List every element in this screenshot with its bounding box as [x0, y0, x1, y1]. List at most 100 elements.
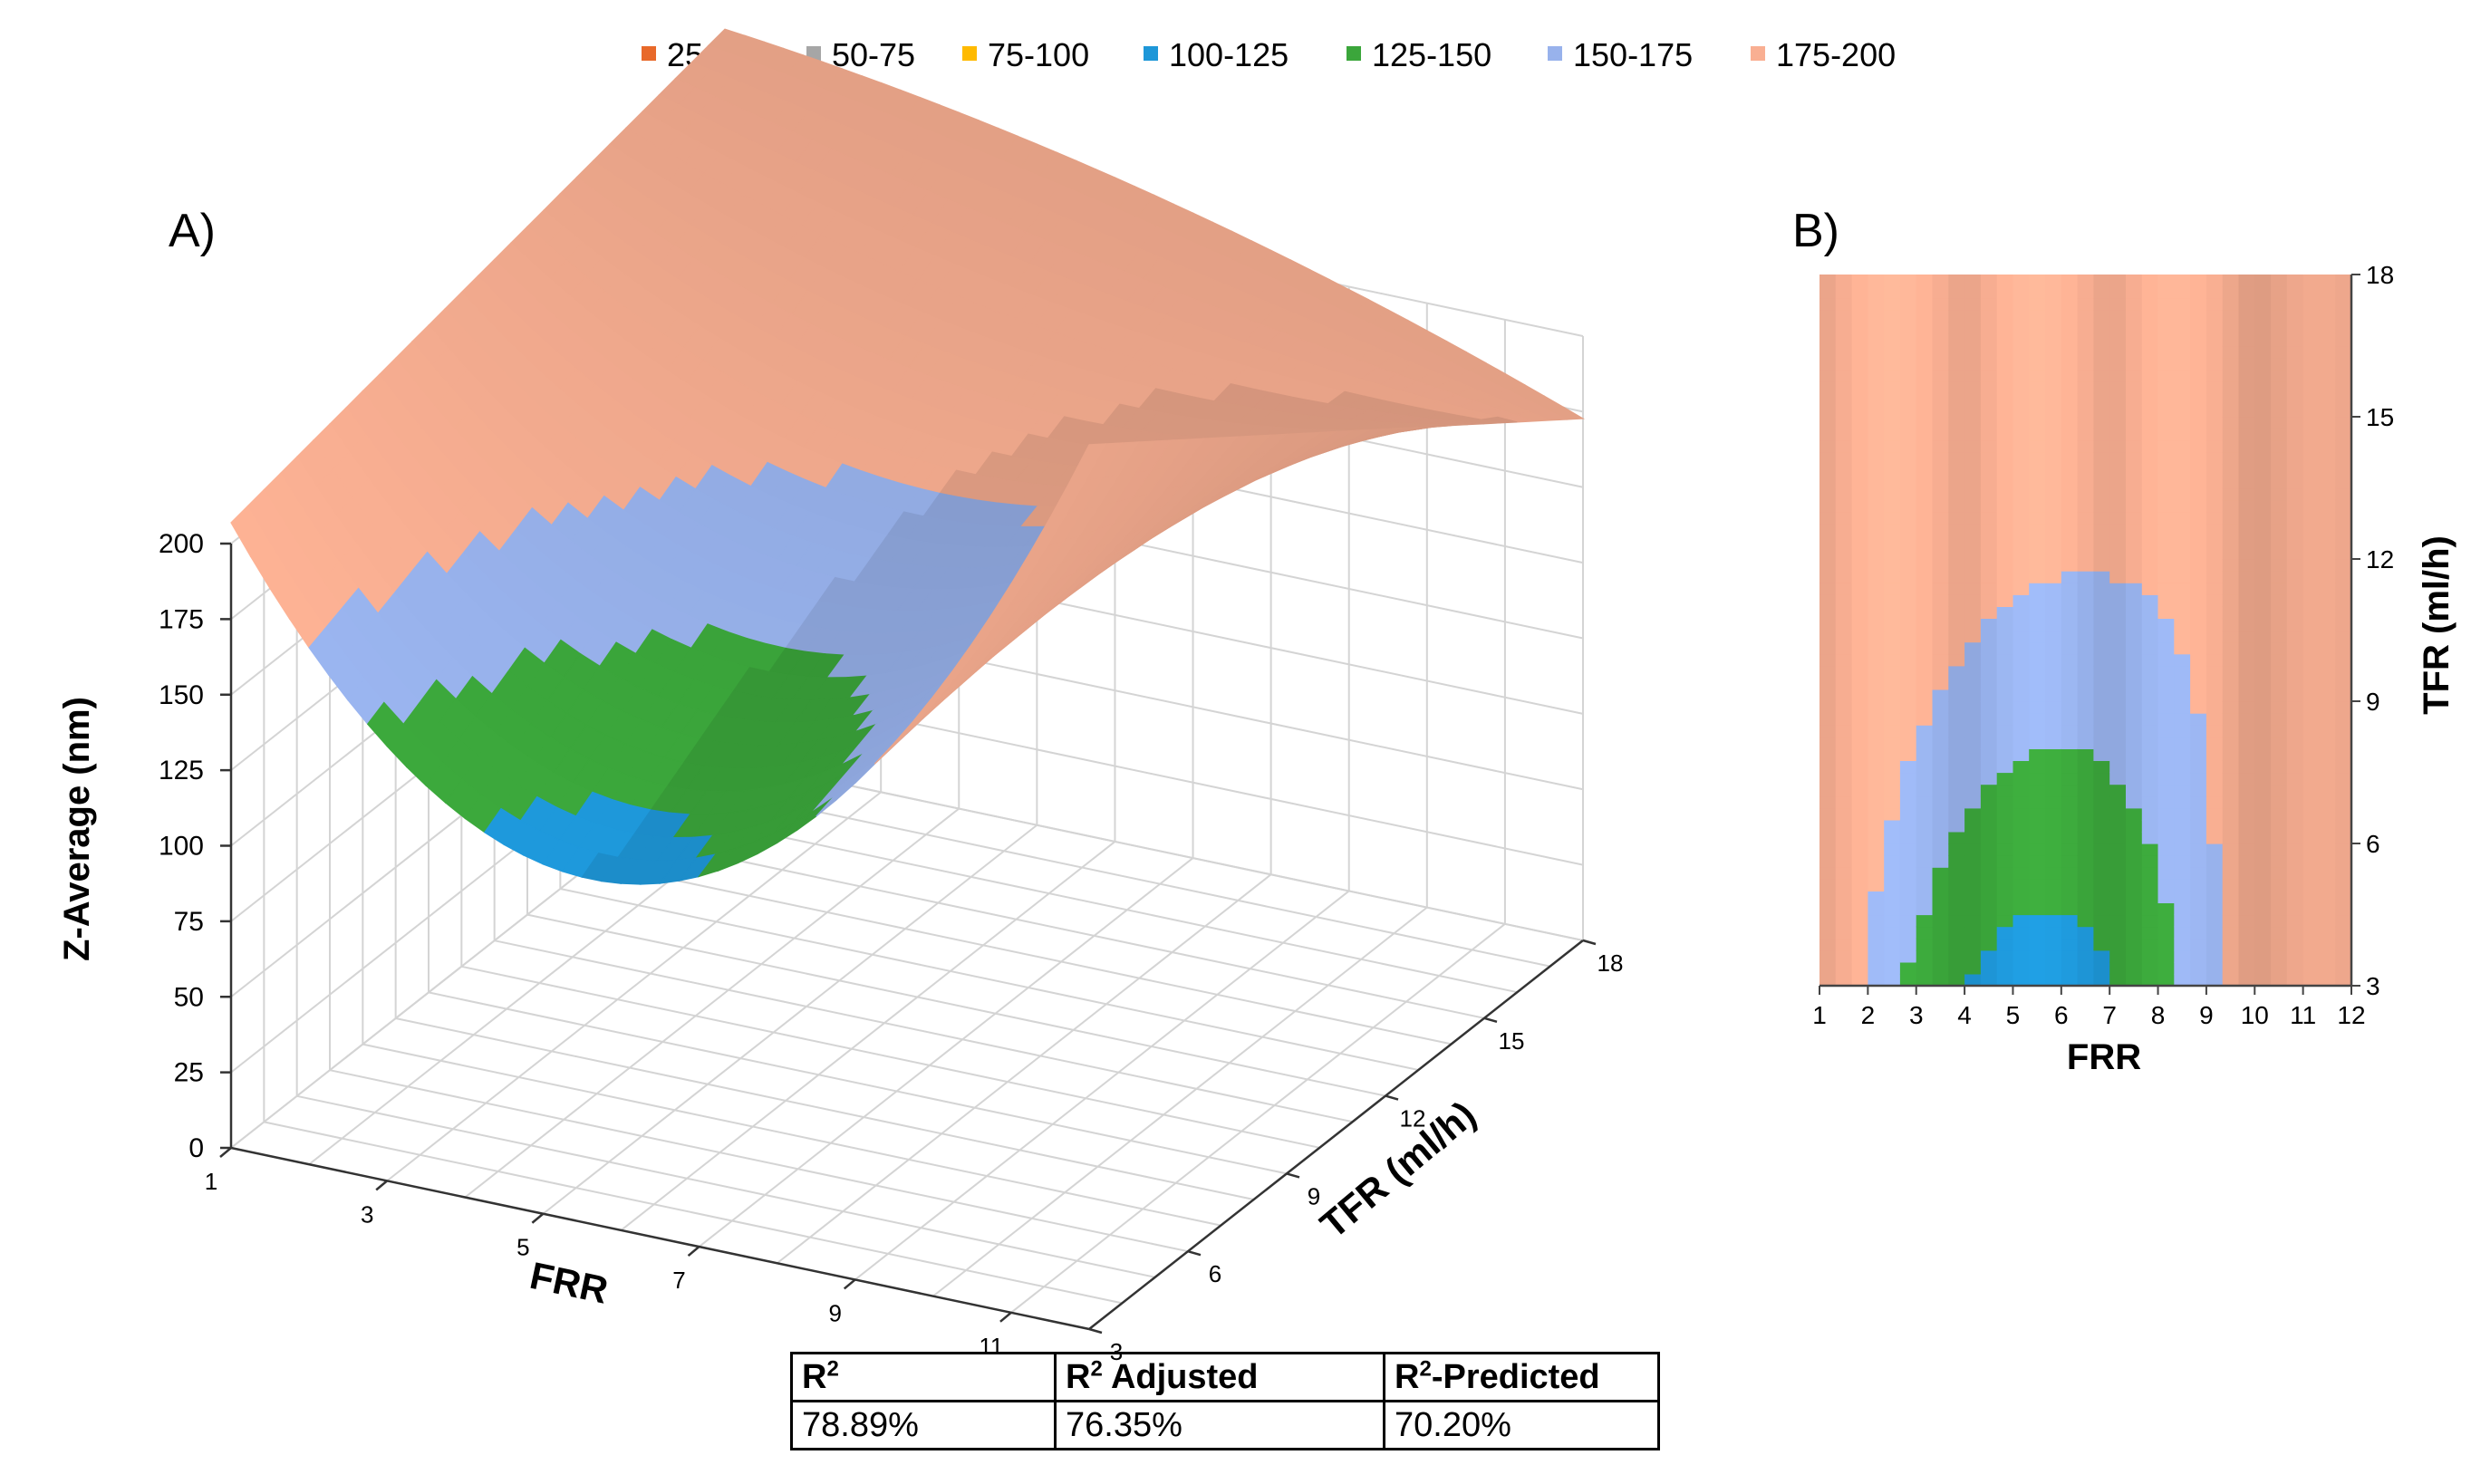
contour-cell: [2286, 843, 2304, 856]
contour-cell: [2271, 855, 2288, 868]
contour-cell: [2045, 630, 2062, 643]
contour-cell: [2013, 298, 2030, 311]
contour-cell: [2029, 535, 2046, 548]
contour-cell: [2013, 831, 2030, 844]
contour-cell: [2109, 807, 2127, 821]
contour-cell: [1884, 961, 1901, 975]
contour-cell: [1884, 725, 1901, 737]
contour-cell: [2335, 606, 2352, 619]
contour-cell: [1819, 322, 1837, 334]
contour-cell: [2077, 369, 2094, 382]
contour-cell: [2174, 511, 2191, 525]
contour-cell: [2190, 843, 2207, 856]
contour-cell: [1964, 938, 1982, 951]
contour-cell: [2190, 914, 2207, 928]
contour-cell: [1996, 606, 2014, 619]
contour-cell: [1884, 333, 1901, 347]
contour-cell: [1916, 559, 1934, 572]
contour-cell: [2302, 298, 2320, 311]
contour-cell: [1948, 855, 1965, 868]
contour-cell: [2093, 819, 2110, 833]
contour-cell: [1932, 381, 1949, 394]
contour-cell: [2238, 618, 2255, 631]
contour-cell: [1835, 949, 1853, 963]
contour-cell: [1964, 760, 1982, 774]
contour-cell: [1899, 961, 1917, 975]
contour-cell: [2206, 535, 2224, 548]
contour-cell: [1948, 464, 1965, 477]
contour-cell: [2013, 961, 2030, 975]
contour-cell: [2286, 855, 2304, 868]
contour-cell: [1932, 417, 1949, 429]
contour-cell: [2254, 275, 2272, 287]
contour-cell: [2238, 357, 2255, 371]
contour-cell: [1868, 630, 1885, 643]
contour-cell: [1980, 748, 1998, 761]
contour-cell: [2045, 369, 2062, 382]
contour-cell: [1980, 476, 1998, 489]
contour-cell: [1884, 452, 1901, 465]
contour-cell: [2271, 546, 2288, 560]
contour-cell: [2141, 429, 2159, 441]
contour-cell: [1884, 926, 1901, 940]
contour-cell: [2093, 535, 2110, 548]
contour-cell: [2286, 535, 2304, 548]
contour-cell: [2077, 665, 2094, 679]
contour-cell: [2157, 357, 2175, 371]
contour-cell: [1980, 546, 1998, 560]
contour-cell: [2222, 322, 2240, 334]
y-tick-label: 18: [1597, 949, 1624, 977]
contour-cell: [2077, 961, 2094, 975]
contour-cell: [2077, 807, 2094, 821]
contour-cell: [1851, 772, 1868, 785]
contour-cell: [2271, 961, 2288, 975]
contour-cell: [2126, 298, 2143, 311]
contour-cell: [2109, 819, 2127, 833]
contour-cell: [1996, 452, 2014, 465]
contour-cell: [2286, 381, 2304, 394]
stats-value-row: 78.89% 76.35% 70.20%: [790, 1400, 1660, 1450]
contour-cell: [2013, 440, 2030, 453]
contour-cell: [1996, 973, 2014, 987]
contour-cell: [2061, 369, 2079, 382]
contour-cell: [2045, 938, 2062, 951]
contour-cell: [1851, 275, 1868, 287]
contour-cell: [1980, 843, 1998, 856]
contour-cell: [1916, 855, 1934, 868]
contour-cell: [2222, 618, 2240, 631]
contour-cell: [2077, 760, 2094, 774]
contour-cell: [1835, 286, 1853, 299]
contour-cell: [1851, 902, 1868, 916]
contour-cell: [2302, 345, 2320, 359]
contour-cell: [1932, 843, 1949, 856]
contour-cell: [1884, 843, 1901, 856]
contour-cell: [2045, 594, 2062, 607]
contour-cell: [1916, 594, 1934, 607]
contour-cell: [2271, 926, 2288, 940]
contour-cell: [2141, 737, 2159, 749]
y-tick-label: 9: [1308, 1182, 1320, 1209]
contour-cell: [2077, 689, 2094, 702]
contour-cell: [2271, 784, 2288, 797]
y-tick-label: 15: [1499, 1027, 1525, 1055]
contour-cell: [2077, 417, 2094, 429]
contour-cell: [2222, 275, 2240, 287]
contour-cell: [1851, 429, 1868, 441]
contour-cell: [1916, 429, 1934, 441]
contour-cell: [1996, 748, 2014, 761]
y-tick: [1385, 1094, 1399, 1101]
contour-cell: [2045, 926, 2062, 940]
contour-cell: [1884, 689, 1901, 702]
contour-cell: [2302, 914, 2320, 928]
contour-cell: [1835, 583, 1853, 595]
contour-cell: [2077, 476, 2094, 489]
contour-cell: [2222, 784, 2240, 797]
contour-cell: [2254, 511, 2272, 525]
contour-cell: [2319, 961, 2336, 975]
contour-cell: [2254, 464, 2272, 477]
contour-cell: [1996, 949, 2014, 963]
contour-cell: [2302, 879, 2320, 891]
contour-cell: [1868, 843, 1885, 856]
contour-cell: [2190, 594, 2207, 607]
contour-cell: [1835, 795, 1853, 809]
